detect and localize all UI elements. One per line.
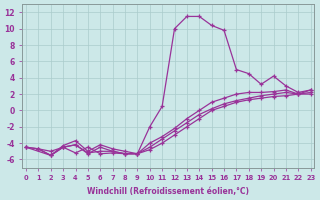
X-axis label: Windchill (Refroidissement éolien,°C): Windchill (Refroidissement éolien,°C)	[87, 187, 249, 196]
